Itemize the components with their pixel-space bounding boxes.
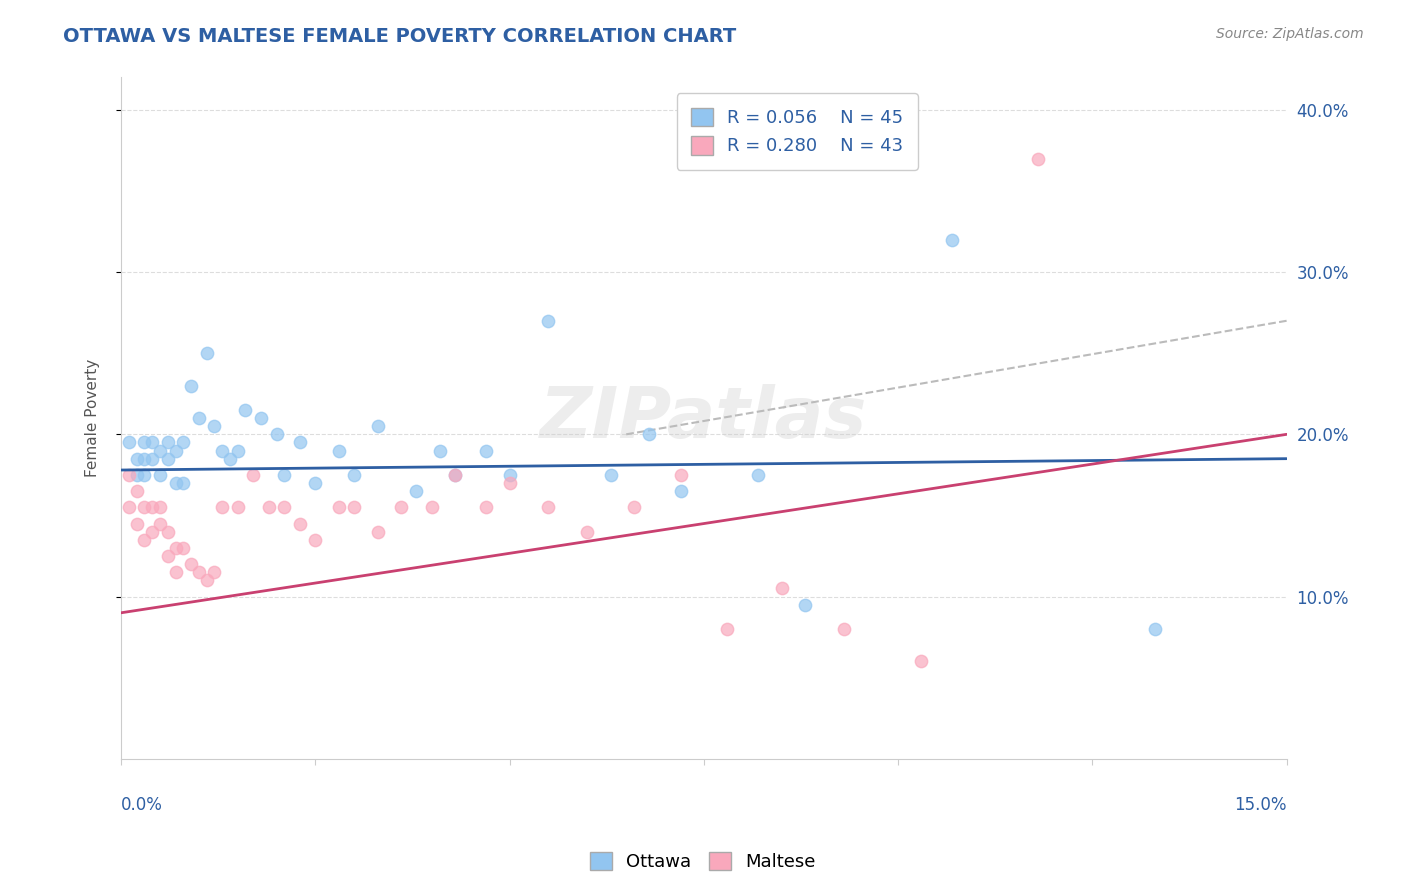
Point — [429, 443, 451, 458]
Point — [669, 484, 692, 499]
Point — [141, 435, 163, 450]
Point — [226, 500, 249, 515]
Point — [202, 419, 225, 434]
Point — [747, 467, 769, 482]
Point — [304, 533, 326, 547]
Point — [187, 411, 209, 425]
Point — [156, 451, 179, 466]
Point — [420, 500, 443, 515]
Point — [537, 314, 560, 328]
Point — [195, 346, 218, 360]
Point — [226, 443, 249, 458]
Point — [202, 566, 225, 580]
Point — [304, 475, 326, 490]
Point — [125, 484, 148, 499]
Point — [328, 500, 350, 515]
Point — [187, 566, 209, 580]
Point — [623, 500, 645, 515]
Point — [638, 427, 661, 442]
Point — [599, 467, 621, 482]
Point — [444, 467, 467, 482]
Point — [257, 500, 280, 515]
Point — [475, 500, 498, 515]
Point — [219, 451, 242, 466]
Point — [242, 467, 264, 482]
Point — [141, 500, 163, 515]
Point — [165, 566, 187, 580]
Point — [165, 541, 187, 555]
Point — [343, 467, 366, 482]
Point — [770, 582, 793, 596]
Point — [1143, 622, 1166, 636]
Point — [156, 549, 179, 563]
Point — [498, 475, 520, 490]
Legend: R = 0.056    N = 45, R = 0.280    N = 43: R = 0.056 N = 45, R = 0.280 N = 43 — [676, 94, 918, 169]
Text: 0.0%: 0.0% — [121, 797, 163, 814]
Y-axis label: Female Poverty: Female Poverty — [86, 359, 100, 477]
Point — [211, 500, 233, 515]
Point — [389, 500, 412, 515]
Text: Source: ZipAtlas.com: Source: ZipAtlas.com — [1216, 27, 1364, 41]
Point — [165, 443, 187, 458]
Point — [134, 500, 156, 515]
Point — [156, 524, 179, 539]
Point — [125, 451, 148, 466]
Point — [141, 451, 163, 466]
Point — [149, 443, 172, 458]
Point — [134, 467, 156, 482]
Point — [125, 516, 148, 531]
Text: ZIPatlas: ZIPatlas — [540, 384, 868, 452]
Point — [211, 443, 233, 458]
Point — [941, 233, 963, 247]
Point — [172, 541, 194, 555]
Point — [180, 557, 202, 571]
Point — [669, 467, 692, 482]
Point — [266, 427, 288, 442]
Point — [832, 622, 855, 636]
Point — [149, 516, 172, 531]
Point — [910, 655, 932, 669]
Point — [537, 500, 560, 515]
Point — [444, 467, 467, 482]
Point — [134, 451, 156, 466]
Point — [180, 378, 202, 392]
Text: 15.0%: 15.0% — [1234, 797, 1286, 814]
Point — [118, 467, 141, 482]
Point — [793, 598, 815, 612]
Text: OTTAWA VS MALTESE FEMALE POVERTY CORRELATION CHART: OTTAWA VS MALTESE FEMALE POVERTY CORRELA… — [63, 27, 737, 45]
Point — [195, 574, 218, 588]
Point — [475, 443, 498, 458]
Point — [235, 403, 257, 417]
Point — [576, 524, 599, 539]
Point — [165, 475, 187, 490]
Point — [343, 500, 366, 515]
Point — [134, 533, 156, 547]
Point — [149, 467, 172, 482]
Point — [328, 443, 350, 458]
Point — [118, 500, 141, 515]
Point — [172, 435, 194, 450]
Legend: Ottawa, Maltese: Ottawa, Maltese — [583, 845, 823, 879]
Point — [288, 516, 311, 531]
Point — [405, 484, 427, 499]
Point — [125, 467, 148, 482]
Point — [172, 475, 194, 490]
Point — [716, 622, 738, 636]
Point — [498, 467, 520, 482]
Point — [367, 524, 389, 539]
Point — [134, 435, 156, 450]
Point — [367, 419, 389, 434]
Point — [273, 500, 295, 515]
Point — [273, 467, 295, 482]
Point — [156, 435, 179, 450]
Point — [250, 411, 273, 425]
Point — [1026, 152, 1049, 166]
Point — [141, 524, 163, 539]
Point — [118, 435, 141, 450]
Point — [149, 500, 172, 515]
Point — [288, 435, 311, 450]
